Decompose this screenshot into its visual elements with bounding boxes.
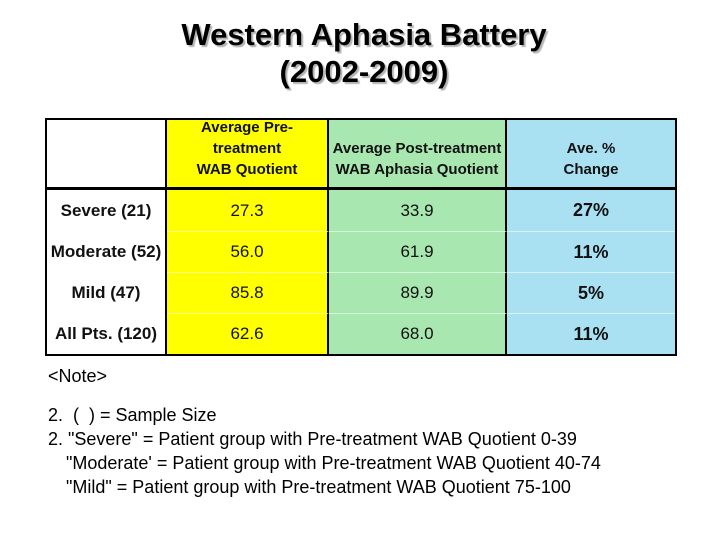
header-change-line2: Change — [563, 161, 619, 178]
header-pre-treatment: Average Pre-treatment WAB Quotient — [167, 119, 329, 190]
note-severe-definition: 2. "Severe" = Patient group with Pre-tre… — [48, 429, 577, 449]
header-avg-change: Ave. % Change — [507, 120, 675, 190]
wab-results-table: Average Pre-treatment WAB Quotient Avera… — [45, 118, 677, 356]
severe-post-value: 33.9 — [329, 190, 507, 231]
title-line-1: Western Aphasia Battery — [181, 17, 547, 52]
note-mild-definition: "Mild" = Patient group with Pre-treatmen… — [66, 477, 571, 497]
note-header: <Note> — [48, 366, 108, 386]
severe-pre-value: 27.3 — [167, 190, 329, 231]
row-label-moderate: Moderate (52) — [47, 231, 167, 272]
row-label-severe: Severe (21) — [47, 190, 167, 231]
moderate-post-value: 61.9 — [329, 231, 507, 272]
severe-change-value: 27% — [507, 190, 675, 231]
notes-block: <Note> 2. ( ) = Sample Size 2. "Severe" … — [48, 366, 688, 499]
moderate-pre-value: 56.0 — [167, 231, 329, 272]
header-pre-line2: WAB Quotient — [196, 161, 298, 178]
header-change-line1: Ave. % — [566, 140, 616, 157]
slide-title: Western Aphasia Battery (2002-2009) — [0, 16, 728, 90]
header-post-line1: Average Post-treatment — [332, 140, 502, 157]
moderate-change-value: 11% — [507, 231, 675, 272]
row-label-all-pts: All Pts. (120) — [47, 313, 167, 354]
mild-pre-value: 85.8 — [167, 272, 329, 313]
title-line-2: (2002-2009) — [279, 54, 449, 89]
mild-change-value: 5% — [507, 272, 675, 313]
all-pts-pre-value: 62.6 — [167, 313, 329, 354]
all-pts-change-value: 11% — [507, 313, 675, 354]
header-empty-cell — [47, 120, 167, 190]
header-post-treatment: Average Post-treatment WAB Aphasia Quoti… — [329, 120, 507, 190]
note-sample-size: 2. ( ) = Sample Size — [48, 405, 217, 425]
header-post-line2: WAB Aphasia Quotient — [335, 161, 499, 178]
header-pre-line1: Average Pre-treatment — [201, 119, 293, 157]
mild-post-value: 89.9 — [329, 272, 507, 313]
row-label-mild: Mild (47) — [47, 272, 167, 313]
note-moderate-definition: "Moderate' = Patient group with Pre-trea… — [66, 453, 601, 473]
all-pts-post-value: 68.0 — [329, 313, 507, 354]
